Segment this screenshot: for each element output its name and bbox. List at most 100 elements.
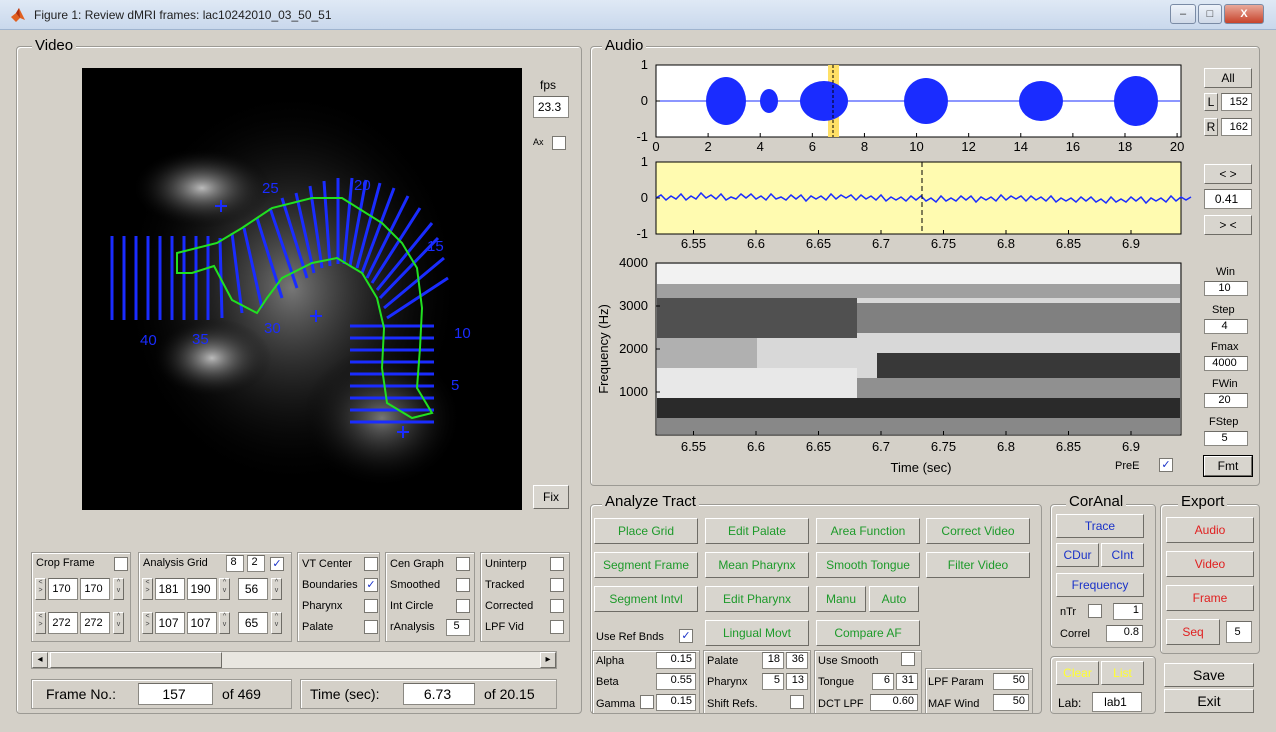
beta-field[interactable]: 0.55: [656, 673, 696, 690]
fmt-button[interactable]: Fmt: [1203, 455, 1253, 477]
grid-up-spinner[interactable]: ^ v: [219, 578, 230, 600]
minimize-button[interactable]: –: [1170, 4, 1196, 24]
vt-center-checkbox[interactable]: [364, 557, 378, 571]
fps-field[interactable]: 23.3: [533, 96, 569, 118]
grid-up2-spinner[interactable]: ^ v: [271, 578, 282, 600]
fix-button[interactable]: Fix: [533, 485, 569, 509]
analysis-grid-v1[interactable]: 8: [226, 555, 244, 572]
export-frame-button[interactable]: Frame: [1166, 585, 1254, 611]
maximize-button[interactable]: □: [1198, 4, 1222, 24]
left-bound-field[interactable]: 152: [1221, 93, 1252, 111]
use-smooth-checkbox[interactable]: [901, 652, 915, 666]
area-function-button[interactable]: Area Function: [816, 518, 920, 544]
gamma-field[interactable]: 0.15: [656, 694, 696, 711]
slider-thumb[interactable]: [50, 652, 222, 668]
fmax-field[interactable]: 4000: [1204, 356, 1248, 371]
fstep-field[interactable]: 5: [1204, 431, 1248, 446]
correl-field[interactable]: 0.8: [1106, 625, 1143, 642]
pharynx-v2-field[interactable]: 13: [786, 673, 808, 690]
trace-button[interactable]: Trace: [1056, 514, 1144, 538]
crop-frame-checkbox[interactable]: [114, 557, 128, 571]
crop-up-spinner[interactable]: ^ v: [113, 578, 124, 600]
lab-field[interactable]: lab1: [1092, 692, 1142, 712]
int-circle-checkbox[interactable]: [456, 599, 470, 613]
cdur-button[interactable]: CDur: [1056, 543, 1099, 567]
frame-number-field[interactable]: 157: [138, 683, 213, 705]
frequency-button[interactable]: Frequency: [1056, 573, 1144, 597]
all-button[interactable]: All: [1204, 68, 1252, 88]
export-video-button[interactable]: Video: [1166, 551, 1254, 577]
crop-left2-spinner[interactable]: < >: [35, 612, 46, 634]
pharynx-v1-field[interactable]: 5: [762, 673, 784, 690]
grid-r1c3-field[interactable]: 56: [238, 578, 268, 600]
ntr-checkbox[interactable]: [1088, 604, 1102, 618]
mean-pharynx-button[interactable]: Mean Pharynx: [705, 552, 809, 578]
close-button[interactable]: X: [1224, 4, 1264, 24]
grid-left2-spinner[interactable]: < >: [142, 612, 153, 634]
cen-graph-checkbox[interactable]: [456, 557, 470, 571]
slider-left-button[interactable]: ◂: [32, 652, 48, 668]
segment-frame-button[interactable]: Segment Frame: [594, 552, 698, 578]
alpha-field[interactable]: 0.15: [656, 652, 696, 669]
export-audio-button[interactable]: Audio: [1166, 517, 1254, 543]
lingual-movt-button[interactable]: Lingual Movt: [705, 620, 809, 646]
slider-right-button[interactable]: ▸: [540, 652, 556, 668]
compare-af-button[interactable]: Compare AF: [816, 620, 920, 646]
export-seq-button[interactable]: Seq: [1166, 619, 1220, 645]
ax-checkbox[interactable]: [552, 136, 566, 150]
right-bound-button[interactable]: R: [1204, 118, 1218, 136]
maf-wind-field[interactable]: 50: [993, 694, 1029, 711]
smooth-tongue-button[interactable]: Smooth Tongue: [816, 552, 920, 578]
use-ref-bnds-checkbox[interactable]: ✓: [679, 629, 693, 643]
grid-r1c1-field[interactable]: 181: [155, 578, 185, 600]
corrected-checkbox[interactable]: [550, 599, 564, 613]
crop-x2-field[interactable]: 170: [80, 578, 110, 600]
tongue-v1-field[interactable]: 6: [872, 673, 894, 690]
palate-checkbox[interactable]: [364, 620, 378, 634]
analysis-grid-checkbox[interactable]: ✓: [270, 557, 284, 571]
boundaries-checkbox[interactable]: ✓: [364, 578, 378, 592]
seq-count-field[interactable]: 5: [1226, 621, 1252, 643]
pharynx-checkbox[interactable]: [364, 599, 378, 613]
auto-button[interactable]: Auto: [869, 586, 919, 612]
grid-r2c3-field[interactable]: 65: [238, 612, 268, 634]
lpf-vid-checkbox[interactable]: [550, 620, 564, 634]
grid-r2c2-field[interactable]: 107: [187, 612, 217, 634]
time-field[interactable]: 6.73: [403, 683, 475, 705]
crop-down-spinner[interactable]: ^ v: [113, 612, 124, 634]
zoom-out-button[interactable]: < >: [1204, 164, 1252, 184]
edit-pharynx-button[interactable]: Edit Pharynx: [705, 586, 809, 612]
uninterp-checkbox[interactable]: [550, 557, 564, 571]
analysis-grid-v2[interactable]: 2: [247, 555, 265, 572]
exit-button[interactable]: Exit: [1164, 689, 1254, 713]
tongue-v2-field[interactable]: 31: [896, 673, 918, 690]
filter-video-button[interactable]: Filter Video: [926, 552, 1030, 578]
left-bound-button[interactable]: L: [1204, 93, 1218, 111]
correct-video-button[interactable]: Correct Video: [926, 518, 1030, 544]
palate-v1-field[interactable]: 18: [762, 652, 784, 669]
fwin-field[interactable]: 20: [1204, 393, 1248, 408]
gamma-checkbox[interactable]: [640, 695, 654, 709]
place-grid-button[interactable]: Place Grid: [594, 518, 698, 544]
right-bound-field[interactable]: 162: [1221, 118, 1252, 136]
manu-button[interactable]: Manu: [816, 586, 866, 612]
crop-x1-field[interactable]: 170: [48, 578, 78, 600]
list-button[interactable]: List: [1101, 661, 1144, 685]
grid-left-spinner[interactable]: < >: [142, 578, 153, 600]
win-field[interactable]: 10: [1204, 281, 1248, 296]
clear-button[interactable]: Clear: [1056, 661, 1099, 685]
smoothed-checkbox[interactable]: [456, 578, 470, 592]
cint-button[interactable]: CInt: [1101, 543, 1144, 567]
grid-down2-spinner[interactable]: ^ v: [271, 612, 282, 634]
zoom-width-field[interactable]: 0.41: [1204, 189, 1252, 209]
ranalysis-field[interactable]: 5: [446, 619, 470, 636]
tracked-checkbox[interactable]: [550, 578, 564, 592]
zoom-in-button[interactable]: > <: [1204, 215, 1252, 235]
grid-down-spinner[interactable]: ^ v: [219, 612, 230, 634]
step-field[interactable]: 4: [1204, 319, 1248, 334]
shift-refs-checkbox[interactable]: [790, 695, 804, 709]
crop-y1-field[interactable]: 272: [48, 612, 78, 634]
crop-left-spinner[interactable]: < >: [35, 578, 46, 600]
edit-palate-button[interactable]: Edit Palate: [705, 518, 809, 544]
crop-y2-field[interactable]: 272: [80, 612, 110, 634]
